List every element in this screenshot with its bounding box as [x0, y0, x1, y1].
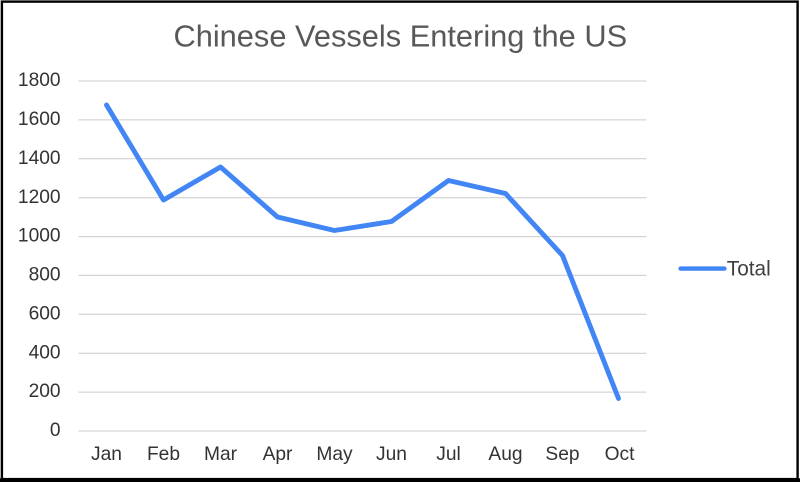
svg-text:1000: 1000	[18, 226, 61, 247]
svg-text:0: 0	[50, 420, 61, 441]
svg-text:Oct: Oct	[605, 444, 636, 465]
svg-text:Aug: Aug	[488, 444, 522, 465]
svg-text:Feb: Feb	[147, 444, 180, 465]
svg-text:600: 600	[29, 303, 61, 324]
svg-text:Jan: Jan	[91, 444, 122, 465]
svg-text:Jun: Jun	[376, 444, 407, 465]
svg-text:1400: 1400	[18, 148, 61, 169]
svg-text:1200: 1200	[18, 187, 61, 208]
svg-text:Mar: Mar	[204, 444, 238, 465]
svg-text:Chinese Vessels Entering the U: Chinese Vessels Entering the US	[173, 19, 627, 54]
svg-text:Apr: Apr	[263, 444, 293, 465]
svg-text:1800: 1800	[18, 70, 61, 91]
svg-text:Total: Total	[727, 258, 771, 281]
svg-text:800: 800	[29, 265, 61, 286]
svg-text:Sep: Sep	[545, 444, 579, 465]
svg-text:May: May	[316, 444, 353, 465]
svg-text:1600: 1600	[18, 109, 61, 130]
svg-text:400: 400	[29, 342, 61, 363]
svg-text:200: 200	[29, 381, 61, 402]
svg-text:Jul: Jul	[436, 444, 461, 465]
